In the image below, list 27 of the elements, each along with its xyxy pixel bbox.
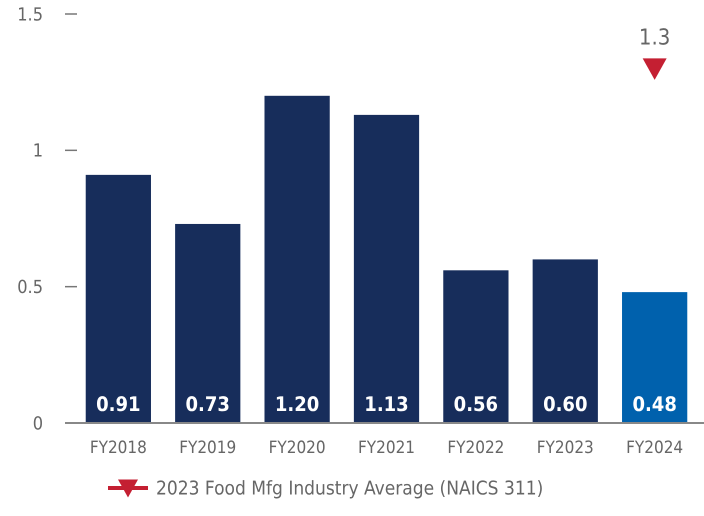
y-tick-label: 0.5	[17, 276, 43, 298]
x-tick-label: FY2021	[358, 438, 416, 458]
y-tick-label: 0	[32, 413, 43, 434]
bar	[175, 224, 240, 423]
x-tick-label: FY2019	[179, 438, 236, 458]
data-label: 0.91	[96, 392, 141, 416]
data-label: 1.3	[638, 26, 670, 51]
bar	[532, 259, 598, 423]
x-tick-label: FY2024	[626, 438, 684, 458]
bar	[354, 114, 420, 423]
bar	[622, 292, 688, 423]
legend-label: 2023 Food Mfg Industry Average (NAICS 311)	[156, 478, 544, 500]
data-label: 0.56	[454, 392, 498, 416]
bar	[86, 174, 151, 423]
bar	[443, 270, 509, 423]
y-tick-label: 1	[32, 140, 43, 162]
data-label: 0.48	[632, 392, 677, 416]
x-tick-label: FY2022	[447, 438, 504, 458]
data-label: 1.13	[364, 392, 409, 416]
data-label: 0.60	[543, 392, 588, 416]
x-tick-label: FY2023	[536, 438, 594, 458]
y-tick-label: 1.5	[17, 4, 43, 26]
data-label: 0.73	[186, 392, 230, 416]
x-tick-label: FY2018	[90, 438, 147, 458]
data-label: 1.20	[274, 392, 320, 416]
bar	[264, 96, 330, 423]
x-tick-label: FY2020	[268, 438, 326, 458]
